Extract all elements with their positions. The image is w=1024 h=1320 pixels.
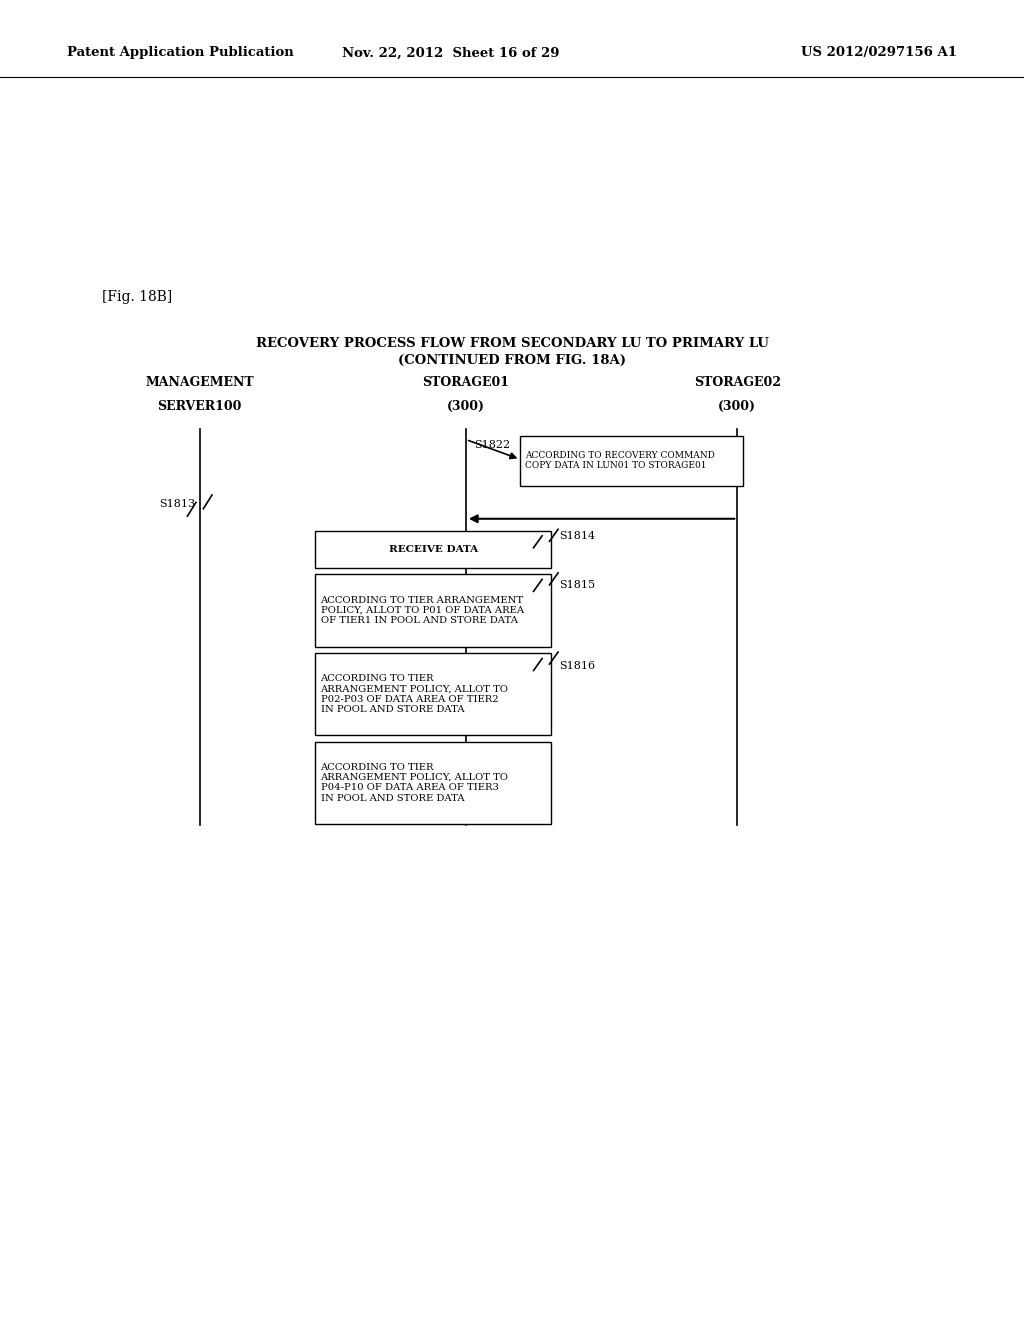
Text: ACCORDING TO TIER
ARRANGEMENT POLICY, ALLOT TO
P02-P03 OF DATA AREA OF TIER2
IN : ACCORDING TO TIER ARRANGEMENT POLICY, AL… <box>321 675 509 714</box>
Bar <box>315 574 551 647</box>
Text: S1816: S1816 <box>559 661 595 671</box>
Text: STORAGE01: STORAGE01 <box>423 376 509 389</box>
Bar <box>315 531 551 568</box>
Text: Nov. 22, 2012  Sheet 16 of 29: Nov. 22, 2012 Sheet 16 of 29 <box>342 46 559 59</box>
Text: RECEIVE DATA: RECEIVE DATA <box>388 545 478 553</box>
Text: ACCORDING TO RECOVERY COMMAND
COPY DATA IN LUN01 TO STORAGE01: ACCORDING TO RECOVERY COMMAND COPY DATA … <box>525 451 715 470</box>
Text: STORAGE02: STORAGE02 <box>694 376 780 389</box>
Text: MANAGEMENT: MANAGEMENT <box>145 376 254 389</box>
Text: US 2012/0297156 A1: US 2012/0297156 A1 <box>802 46 957 59</box>
Text: S1815: S1815 <box>559 579 595 590</box>
Text: Patent Application Publication: Patent Application Publication <box>67 46 293 59</box>
Text: S1814: S1814 <box>559 531 595 541</box>
Text: (CONTINUED FROM FIG. 18A): (CONTINUED FROM FIG. 18A) <box>398 354 626 367</box>
Text: ACCORDING TO TIER ARRANGEMENT
POLICY, ALLOT TO P01 OF DATA AREA
OF TIER1 IN POOL: ACCORDING TO TIER ARRANGEMENT POLICY, AL… <box>321 595 523 626</box>
Text: S1813: S1813 <box>159 499 195 510</box>
Text: (300): (300) <box>446 400 485 413</box>
Text: S1822: S1822 <box>474 440 510 450</box>
Bar <box>520 436 743 486</box>
Text: (300): (300) <box>718 400 757 413</box>
Text: [Fig. 18B]: [Fig. 18B] <box>102 290 173 304</box>
Text: SERVER100: SERVER100 <box>158 400 242 413</box>
Text: RECOVERY PROCESS FLOW FROM SECONDARY LU TO PRIMARY LU: RECOVERY PROCESS FLOW FROM SECONDARY LU … <box>256 337 768 350</box>
Text: ACCORDING TO TIER
ARRANGEMENT POLICY, ALLOT TO
P04-P10 OF DATA AREA OF TIER3
IN : ACCORDING TO TIER ARRANGEMENT POLICY, AL… <box>321 763 509 803</box>
Bar <box>315 653 551 735</box>
Bar <box>315 742 551 824</box>
